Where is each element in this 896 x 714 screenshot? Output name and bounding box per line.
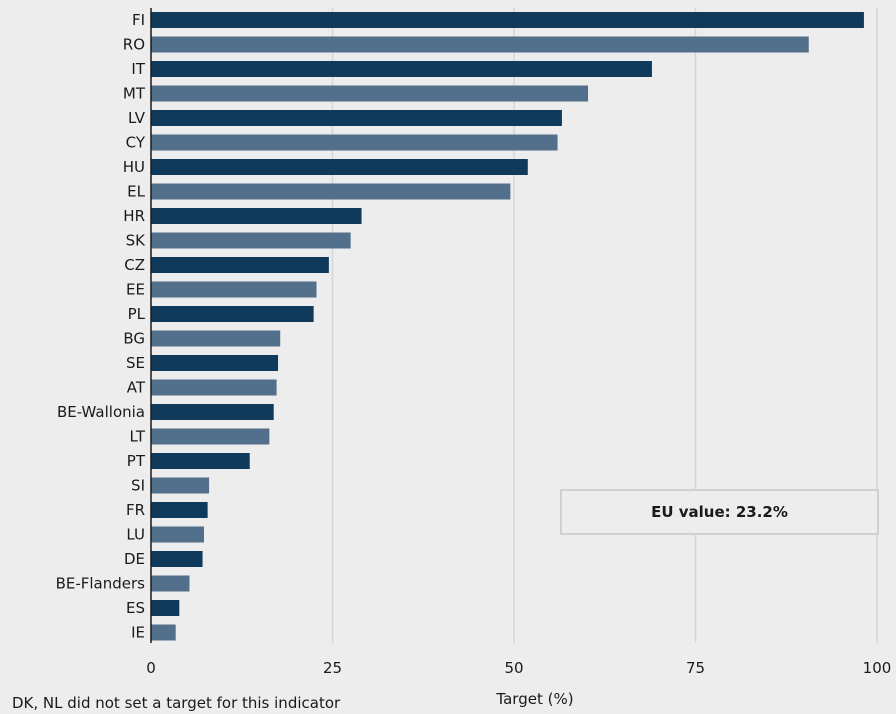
bar-hr (151, 208, 362, 224)
bar-cz (151, 257, 329, 273)
bar-lv (151, 110, 562, 126)
category-label-si: SI (131, 477, 145, 495)
x-tick-label-100: 100 (863, 659, 892, 677)
category-label-ro: RO (123, 36, 145, 54)
bar-be-flanders (151, 575, 190, 592)
bar-cy (151, 134, 558, 151)
category-label-pt: PT (127, 452, 146, 470)
x-tick-label-0: 0 (146, 659, 156, 677)
footnote: DK, NL did not set a target for this ind… (12, 694, 341, 712)
category-label-se: SE (126, 354, 145, 372)
bar-se (151, 355, 279, 371)
x-axis-title: Target (%) (496, 690, 574, 708)
category-label-lt: LT (130, 428, 146, 446)
bar-ro (151, 36, 809, 53)
bar-lu (151, 526, 204, 543)
bar-fr (151, 502, 208, 518)
bar-de (151, 551, 203, 567)
category-label-fr: FR (126, 501, 145, 519)
category-label-bg: BG (123, 330, 145, 348)
category-label-it: IT (131, 60, 145, 78)
eu-value-box: EU value: 23.2% (560, 489, 879, 535)
category-label-cy: CY (126, 134, 146, 152)
x-tick-label-50: 50 (504, 659, 523, 677)
bar-es (151, 600, 180, 616)
category-label-de: DE (124, 550, 145, 568)
bar-ee (151, 281, 317, 298)
category-label-mt: MT (123, 85, 146, 103)
x-tick-label-25: 25 (323, 659, 342, 677)
category-label-ie: IE (131, 624, 145, 642)
category-label-cz: CZ (124, 256, 145, 274)
bar-ie (151, 624, 176, 641)
bar-bg (151, 330, 281, 347)
bar-it (151, 61, 652, 77)
category-label-be-wallonia: BE-Wallonia (57, 403, 145, 421)
category-label-es: ES (126, 599, 145, 617)
bar-sk (151, 232, 351, 249)
bar-fi (151, 12, 864, 28)
category-label-el: EL (127, 183, 145, 201)
eu-value-label: EU value: 23.2% (651, 503, 788, 521)
bar-pt (151, 453, 250, 469)
category-label-hr: HR (123, 207, 145, 225)
bar-lt (151, 428, 270, 445)
category-label-ee: EE (126, 281, 145, 299)
x-tick-label-75: 75 (686, 659, 705, 677)
category-label-lu: LU (126, 526, 145, 544)
bar-el (151, 183, 511, 200)
category-label-at: AT (127, 379, 146, 397)
category-label-lv: LV (128, 109, 146, 127)
bar-si (151, 477, 210, 494)
bar-hu (151, 159, 528, 175)
category-label-sk: SK (126, 232, 147, 250)
category-label-fi: FI (132, 11, 145, 29)
bar-pl (151, 306, 314, 322)
bar-be-wallonia (151, 404, 274, 420)
bar-mt (151, 85, 589, 102)
category-label-hu: HU (123, 158, 145, 176)
bar-at (151, 379, 277, 396)
category-label-be-flanders: BE-Flanders (56, 575, 146, 593)
category-label-pl: PL (128, 305, 146, 323)
